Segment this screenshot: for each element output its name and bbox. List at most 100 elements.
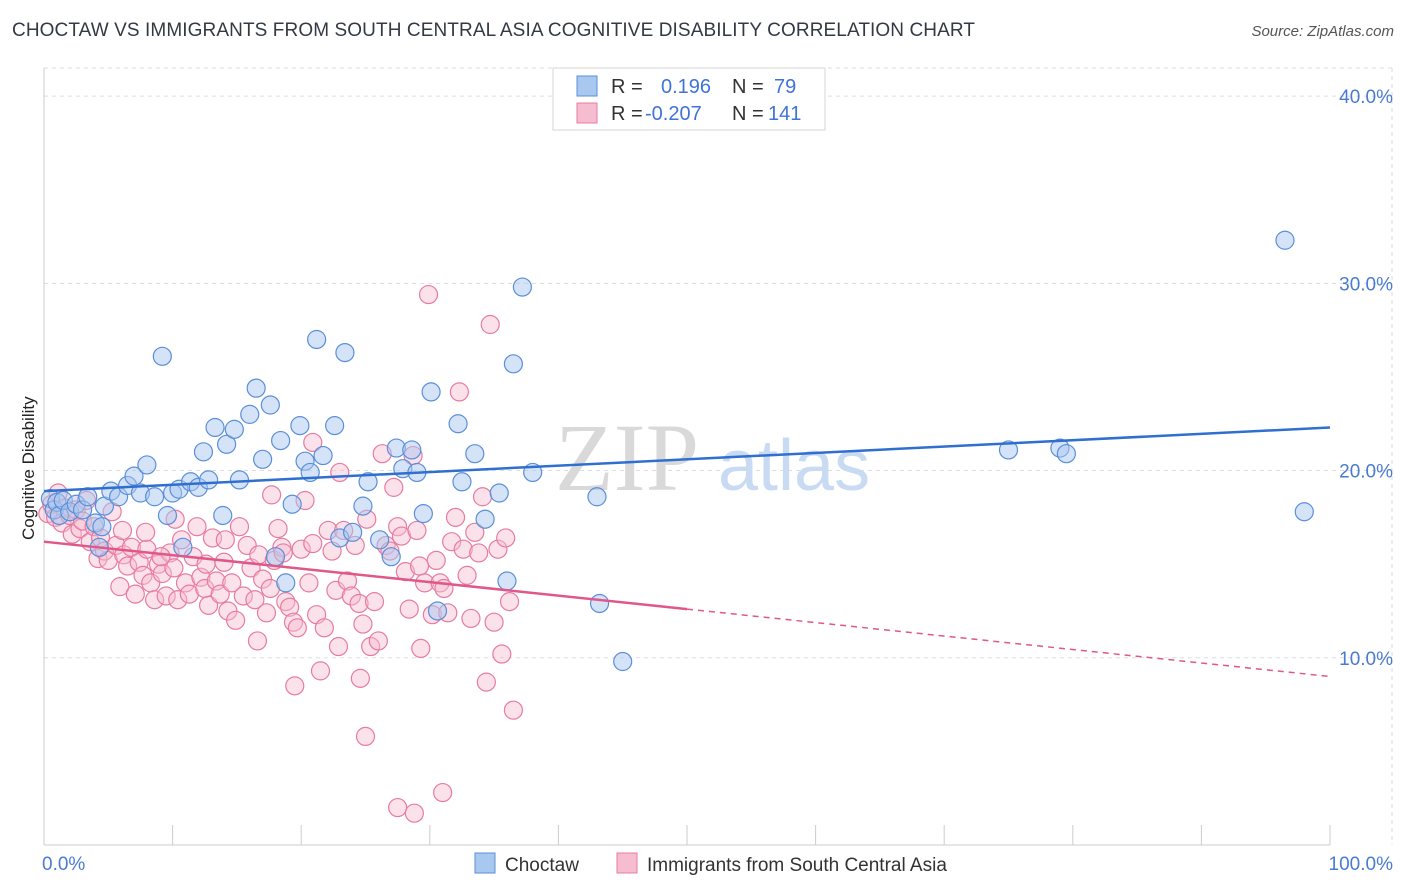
point-immigrants-125	[328, 636, 349, 657]
y-tick-labels: 10.0% 20.0% 30.0% 40.0%	[1339, 87, 1393, 670]
point-choctaw-78	[1294, 502, 1314, 522]
point-immigrants-51	[229, 517, 250, 537]
point-choctaw-29	[205, 417, 225, 438]
point-immigrants-46	[210, 584, 230, 604]
point-immigrants-102	[426, 550, 446, 571]
point-choctaw-51	[353, 496, 373, 516]
point-immigrants-140	[112, 520, 133, 541]
gridlines	[44, 67, 1393, 845]
point-immigrants-24	[125, 584, 145, 604]
point-immigrants-139	[135, 522, 156, 542]
point-immigrants-110	[457, 565, 477, 585]
series-immigrants-points	[38, 284, 523, 823]
point-immigrants-121	[499, 592, 520, 612]
point-immigrants-30	[148, 554, 169, 574]
point-immigrants-50	[226, 610, 246, 630]
point-choctaw-68	[503, 354, 523, 374]
point-immigrants-69	[299, 573, 319, 593]
point-choctaw-40	[276, 573, 296, 593]
point-immigrants-77	[330, 462, 350, 483]
point-choctaw-42	[290, 416, 310, 436]
point-immigrants-109	[453, 539, 473, 559]
legend: R = 0.196 N = 79 R = -0.207 N = 141	[552, 67, 826, 131]
point-immigrants-111	[461, 608, 481, 629]
point-choctaw-19	[144, 487, 165, 507]
legend-r-label-immigrants: R =	[611, 103, 643, 125]
point-choctaw-60	[421, 382, 441, 402]
point-choctaw-35	[246, 378, 266, 398]
y-tick-label-0: 10.0%	[1339, 649, 1393, 670]
point-immigrants-86	[364, 592, 385, 612]
point-choctaw-27	[193, 442, 214, 462]
point-immigrants-138	[151, 547, 171, 567]
point-immigrants-64	[280, 597, 300, 617]
point-choctaw-39	[271, 430, 291, 451]
point-choctaw-37	[260, 395, 280, 415]
point-choctaw-71	[587, 487, 607, 507]
point-immigrants-131	[247, 631, 268, 651]
point-immigrants-127	[388, 797, 408, 818]
point-immigrants-79	[337, 571, 358, 591]
point-immigrants-115	[476, 672, 496, 692]
y-axis-label: Cognitive Disability	[19, 396, 38, 540]
point-immigrants-61	[268, 518, 288, 539]
legend-n-label-immigrants: N =	[732, 103, 764, 125]
point-immigrants-55	[245, 590, 265, 610]
point-immigrants-97	[407, 520, 427, 541]
point-immigrants-108	[449, 382, 469, 402]
point-immigrants-132	[350, 668, 370, 688]
point-immigrants-130	[433, 782, 453, 803]
trend-line-immigrants-extrapolated	[686, 608, 1331, 678]
legend-swatch-choctaw	[576, 75, 598, 97]
point-immigrants-22	[117, 556, 138, 576]
point-choctaw-47	[325, 416, 345, 436]
legend-n-value-immigrants: 141	[768, 103, 801, 125]
point-immigrants-114	[472, 487, 493, 507]
point-immigrants-73	[314, 618, 334, 638]
point-choctaw-30	[213, 505, 233, 526]
trend-lines	[43, 426, 1331, 678]
point-choctaw-77	[1275, 230, 1295, 250]
point-immigrants-92	[388, 517, 408, 537]
point-immigrants-72	[310, 661, 331, 681]
point-choctaw-24	[173, 537, 193, 557]
point-choctaw-20	[152, 346, 172, 366]
source-label: Source: ZipAtlas.com	[1251, 23, 1394, 40]
point-choctaw-73	[613, 651, 633, 672]
trend-line-choctaw	[43, 426, 1331, 493]
point-choctaw-46	[313, 445, 333, 466]
point-immigrants-95	[399, 599, 419, 619]
point-immigrants-67	[291, 539, 311, 559]
point-immigrants-58	[256, 603, 277, 623]
point-choctaw-28	[199, 470, 219, 490]
point-immigrants-43	[199, 595, 219, 615]
point-immigrants-31	[152, 563, 172, 584]
bottom-legend-label-immigrants: Immigrants from South Central Asia	[647, 855, 947, 876]
legend-box	[552, 67, 826, 131]
y-tick-label-1: 20.0%	[1339, 462, 1393, 483]
point-choctaw-54	[381, 547, 401, 567]
legend-swatch-immigrants	[576, 102, 598, 124]
point-choctaw-52	[358, 472, 378, 492]
x-tick-labels: 0.0% 100.0%	[42, 854, 1393, 875]
point-choctaw-65	[475, 509, 495, 529]
point-choctaw-31	[217, 434, 237, 454]
point-choctaw-53	[370, 530, 390, 550]
axes	[43, 68, 1331, 846]
point-immigrants-116	[480, 314, 500, 335]
point-immigrants-87	[368, 631, 388, 651]
point-choctaw-32	[224, 419, 244, 439]
x-tick-label-0: 0.0%	[42, 854, 85, 875]
point-choctaw-76	[1056, 444, 1076, 464]
point-immigrants-112	[465, 522, 485, 542]
point-choctaw-16	[124, 466, 144, 486]
point-immigrants-100	[418, 284, 439, 305]
point-immigrants-91	[384, 477, 404, 497]
point-immigrants-117	[484, 612, 504, 632]
point-immigrants-126	[355, 726, 376, 747]
point-immigrants-122	[503, 700, 523, 720]
point-immigrants-34	[164, 558, 184, 578]
point-immigrants-32	[156, 586, 176, 606]
point-choctaw-11	[92, 517, 112, 537]
